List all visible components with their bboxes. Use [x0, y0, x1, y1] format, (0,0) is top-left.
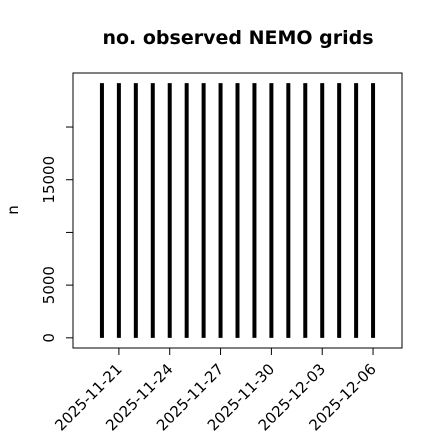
y-axis-label: n	[4, 205, 22, 215]
y-tick-label: 0	[40, 333, 58, 343]
chart-title: no. observed NEMO grids	[102, 27, 373, 49]
y-tick-label: 5000	[40, 266, 58, 304]
y-tick-label: 15000	[40, 156, 58, 204]
